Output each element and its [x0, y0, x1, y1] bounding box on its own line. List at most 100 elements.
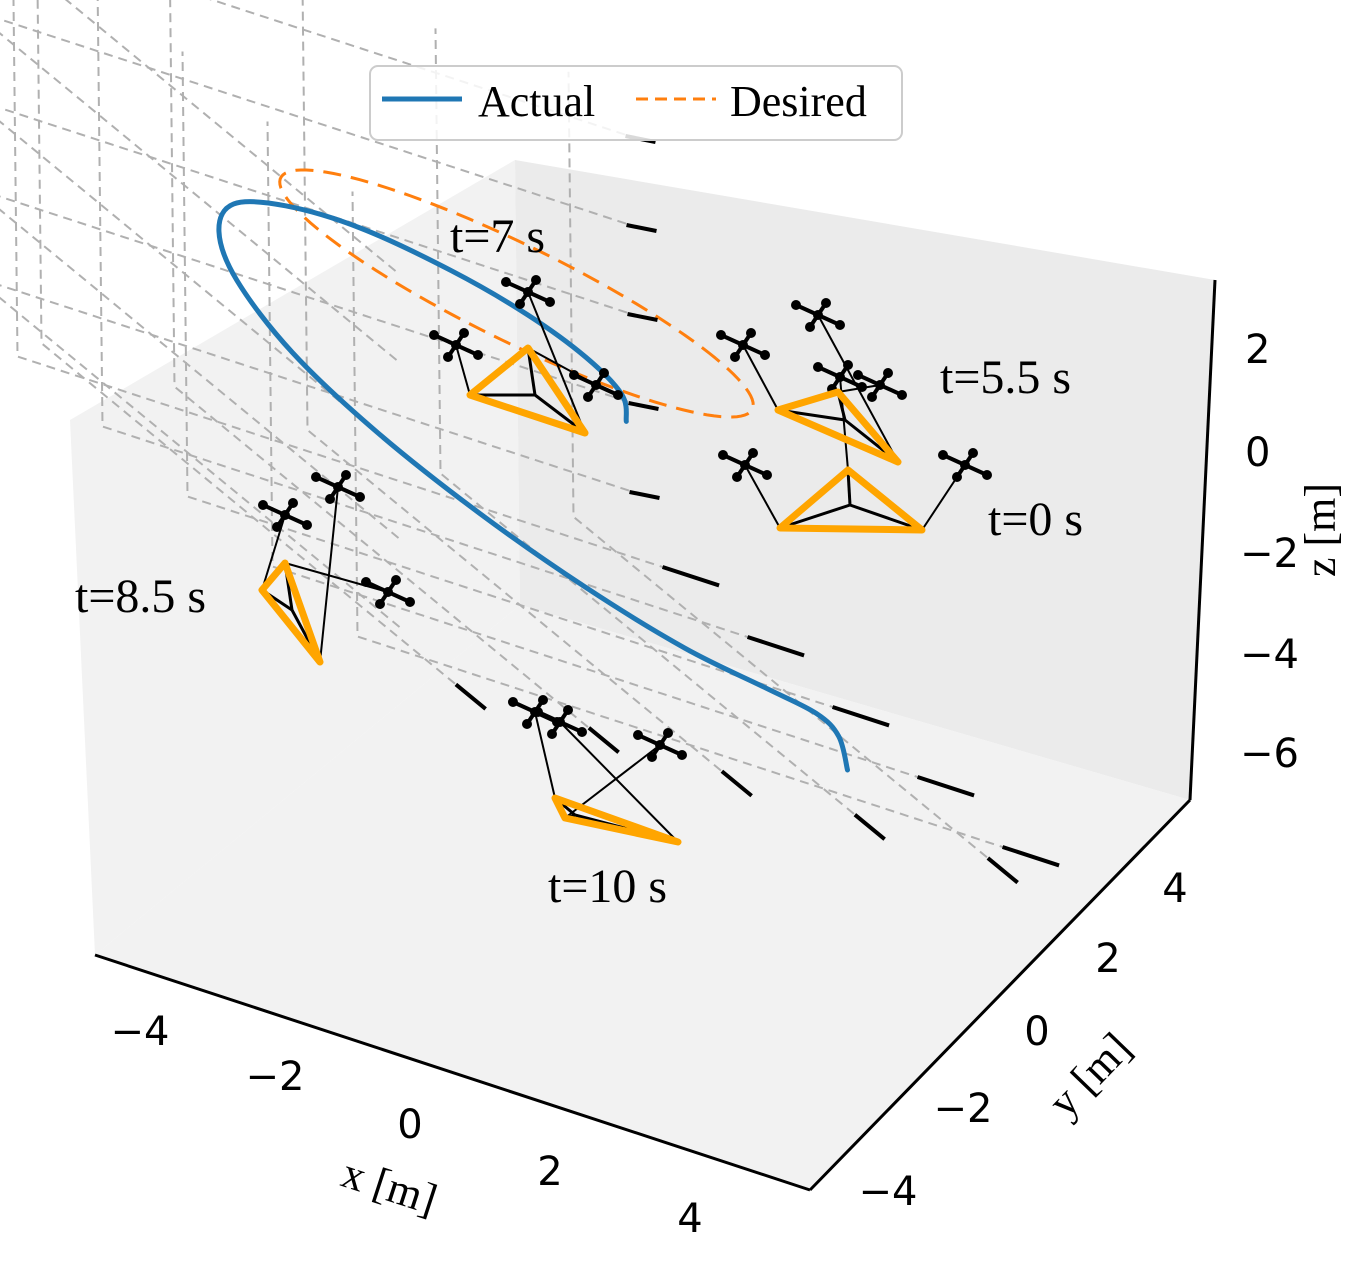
quadrotor-rotor — [538, 695, 548, 705]
quadrotor-rotor — [473, 350, 483, 360]
grid-line-z — [0, 195, 639, 539]
quadrotor-rotor — [805, 322, 815, 332]
quadrotor-rotor — [515, 299, 525, 309]
quadrotor-rotor — [341, 470, 351, 480]
grid-line-z — [0, 284, 640, 628]
z-tick-mark — [627, 312, 658, 322]
grid-line-y — [96, 0, 768, 645]
quadrotor-rotor — [762, 470, 772, 480]
grid-line-x — [36, 0, 468, 694]
quadrotor-rotor — [897, 390, 907, 400]
grid-line-z — [64, 0, 636, 272]
cable-line — [284, 562, 389, 593]
y-tick-mark — [661, 565, 720, 588]
quadrotor-body — [655, 740, 665, 750]
quadrotor-rotor — [821, 298, 831, 308]
x-tick-mark — [986, 856, 1019, 885]
quadrotor-body — [333, 482, 343, 492]
quadrotor-rotor — [459, 328, 469, 338]
quadrotor-body — [383, 587, 393, 597]
z-tick-mark — [626, 223, 657, 233]
quadrotor-rotor — [302, 520, 312, 530]
quadrotor-rotor — [760, 350, 770, 360]
quadrotor-rotor — [375, 599, 385, 609]
payload-formations — [258, 275, 992, 846]
z-axis-line — [1188, 279, 1217, 801]
quadrotor-rotor — [311, 472, 321, 482]
quadrotor-rotor — [563, 705, 573, 715]
y-axis-label: y [m] — [1038, 1023, 1140, 1126]
quadrotor-rotor — [853, 370, 863, 380]
payload-formation — [508, 695, 687, 846]
quadrotor-body — [813, 310, 823, 320]
tick-marks — [454, 134, 1060, 885]
quadrotor-rotor — [391, 575, 401, 585]
quadrotor-icon — [501, 275, 555, 309]
quadrotor-rotor — [613, 390, 623, 400]
x-axis-line — [94, 953, 811, 1192]
grid-line-y — [266, 121, 938, 785]
y-axis-line — [808, 798, 1192, 1192]
quadrotor-rotor — [545, 297, 555, 307]
legend-box — [369, 65, 903, 141]
quadrotor-rotor — [952, 472, 962, 482]
cable-line — [779, 503, 851, 530]
quadrotor-body — [591, 380, 601, 390]
quadrotor-rotor — [508, 697, 518, 707]
z-tick-label: −4 — [1240, 632, 1299, 678]
payload-formation — [258, 470, 415, 666]
payload-triangle — [774, 388, 902, 466]
quadrotor-rotor — [813, 362, 823, 372]
quadrotor-body — [738, 340, 748, 350]
x-tick-mark — [720, 769, 753, 798]
quadrotor-rotor — [443, 352, 453, 362]
quadrotor-body — [740, 460, 750, 470]
grid-line-y — [351, 191, 1023, 855]
quadrotor-rotor — [258, 500, 268, 510]
cable-line — [837, 384, 881, 393]
annotation-t10: t=10 s — [548, 860, 667, 913]
quadrotor-icon — [791, 298, 845, 332]
quadrotor-rotor — [748, 448, 758, 458]
z-tick-label: 2 — [1245, 327, 1270, 373]
cable-line — [455, 344, 471, 396]
quadrotor-body — [523, 287, 533, 297]
y-tick-label: 0 — [1024, 1009, 1049, 1055]
quadrotor-rotor — [968, 448, 978, 458]
quadrotor-icon — [258, 498, 312, 532]
x-tick-mark — [853, 813, 886, 841]
quadrotor-rotor — [647, 752, 657, 762]
cable-line — [849, 503, 923, 532]
quadrotor-icon — [718, 448, 772, 482]
payload-triangle — [551, 794, 682, 846]
quadrotor-icon — [429, 328, 483, 362]
quadrotor-rotor — [272, 522, 282, 532]
x-tick-label: 4 — [677, 1196, 702, 1242]
quadrotor-rotor — [938, 450, 948, 460]
quadrotor-rotor — [501, 277, 511, 287]
z-tick-label: −6 — [1240, 731, 1299, 777]
quadrotor-rotor — [883, 368, 893, 378]
x-tick-label: −2 — [246, 1054, 305, 1100]
quadrotor-icon — [938, 448, 992, 482]
grid-line-y — [181, 51, 853, 715]
annotation-t5-5: t=5.5 s — [940, 351, 1071, 404]
quadrotor-rotor — [599, 368, 609, 378]
quadrotor-body — [451, 340, 461, 350]
quadrotor-rotor — [355, 492, 365, 502]
annotation-t8-5: t=8.5 s — [75, 570, 206, 623]
grid-line-z — [0, 18, 637, 361]
quadrotor-body — [280, 510, 290, 520]
cable-line — [744, 464, 781, 529]
z-tick-label: 0 — [1245, 430, 1270, 476]
cable-line — [846, 469, 852, 506]
axes — [94, 279, 1217, 1192]
quadrotor-rotor — [718, 450, 728, 460]
quadrotor-rotor — [716, 330, 726, 340]
grid-line-x — [169, 0, 601, 738]
grid-line-x — [301, 0, 734, 781]
payload-formation — [716, 298, 907, 466]
quadrotor-rotor — [361, 577, 371, 587]
actual-trajectory-line — [216, 199, 850, 773]
x-tick-label: 0 — [397, 1102, 422, 1148]
